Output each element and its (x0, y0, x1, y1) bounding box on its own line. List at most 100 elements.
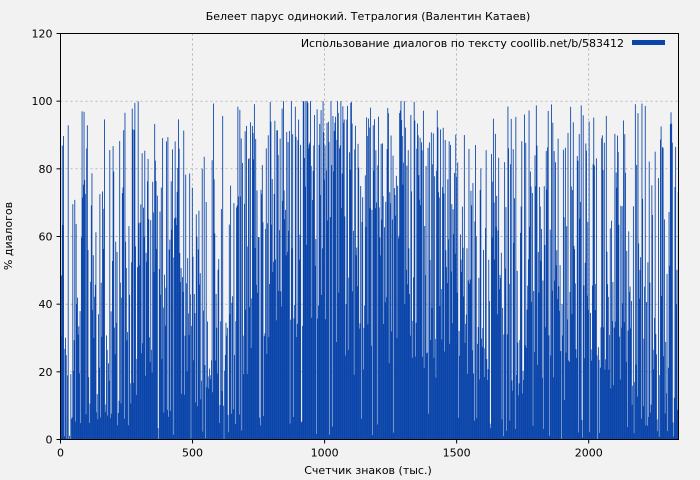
data-bar (286, 132, 288, 440)
data-bar (211, 160, 213, 440)
data-bar (367, 324, 369, 440)
data-bar (584, 262, 586, 440)
data-bar (395, 175, 397, 440)
y-tick-label: 120 (32, 28, 53, 41)
data-bar (69, 435, 70, 440)
data-bar (546, 189, 548, 440)
data-bar (536, 145, 538, 440)
data-bar (432, 133, 434, 440)
data-bar (568, 360, 570, 440)
data-bar (298, 119, 300, 440)
data-bar (139, 265, 140, 440)
data-bar (319, 123, 321, 440)
data-bar (262, 222, 264, 440)
data-bar (419, 199, 420, 440)
data-bar (263, 336, 265, 440)
data-bar (448, 141, 450, 440)
data-bar (178, 119, 179, 440)
data-bar (575, 349, 577, 440)
data-bar (542, 280, 544, 440)
data-bar (356, 286, 358, 440)
data-bar (175, 217, 177, 440)
data-bar (525, 142, 527, 440)
data-bar (572, 190, 574, 440)
data-bar (550, 355, 552, 440)
data-bar (67, 125, 69, 440)
data-bar (292, 416, 294, 440)
data-bar (224, 370, 226, 440)
data-bar (167, 137, 169, 440)
data-bar (610, 388, 612, 440)
data-bar (200, 399, 202, 440)
data-bar (238, 414, 240, 440)
data-bar (543, 428, 545, 440)
data-bar (409, 335, 411, 440)
data-bar (220, 209, 222, 440)
data-bar (215, 293, 217, 440)
data-bar (595, 158, 597, 440)
data-bar (447, 179, 449, 440)
data-bar (152, 181, 154, 440)
data-bar (132, 129, 134, 440)
data-bar (368, 118, 370, 440)
data-bar (578, 432, 580, 440)
data-bar (500, 278, 502, 440)
data-bar (540, 260, 542, 440)
data-bar (117, 412, 119, 440)
data-bar (493, 202, 495, 440)
data-bar (143, 207, 144, 440)
data-bar (395, 215, 397, 440)
data-bar (666, 273, 668, 440)
data-bar (360, 186, 362, 440)
data-bar (538, 292, 540, 440)
data-bar (82, 197, 84, 440)
data-bar (490, 428, 492, 440)
data-bar (561, 304, 563, 440)
y-axis-label: % диалогов (2, 202, 15, 270)
data-bar (184, 335, 186, 440)
data-bar (615, 321, 616, 440)
data-bar (545, 150, 547, 440)
data-bar (146, 181, 148, 440)
data-bar (402, 184, 404, 440)
data-bar (194, 313, 196, 440)
data-bar (149, 361, 151, 440)
data-bar (76, 303, 78, 440)
data-bar (479, 190, 481, 440)
data-bar (471, 350, 473, 440)
data-bar (416, 148, 418, 440)
data-bar (558, 310, 560, 440)
data-bar (652, 214, 653, 440)
data-bar (278, 290, 280, 440)
data-bar (129, 383, 131, 440)
data-bar (407, 284, 408, 440)
data-bar (357, 143, 359, 440)
data-bar (92, 309, 94, 440)
data-bar (389, 192, 391, 440)
data-bar (394, 195, 396, 440)
data-bar (347, 105, 348, 440)
data-bar (515, 116, 517, 440)
data-bar (654, 151, 656, 440)
data-bar (628, 291, 630, 440)
data-bar (484, 348, 486, 440)
data-bar (261, 165, 263, 440)
data-bar (401, 136, 403, 440)
data-bar (585, 143, 587, 440)
data-bar (596, 355, 598, 440)
data-bar (269, 284, 271, 440)
data-bar (320, 110, 322, 440)
data-bar (329, 434, 331, 440)
data-bar (380, 143, 382, 440)
data-bar (599, 367, 601, 440)
data-bar (266, 353, 268, 440)
data-bar (631, 404, 633, 440)
data-bar (250, 348, 252, 440)
chart-title: Белеет парус одинокий. Тетралогия (Вален… (206, 10, 531, 23)
data-bar (368, 127, 370, 440)
data-bar (234, 354, 236, 440)
data-bar (364, 175, 366, 440)
data-bar (80, 423, 82, 440)
data-bar (513, 242, 515, 440)
data-bar (174, 218, 175, 440)
